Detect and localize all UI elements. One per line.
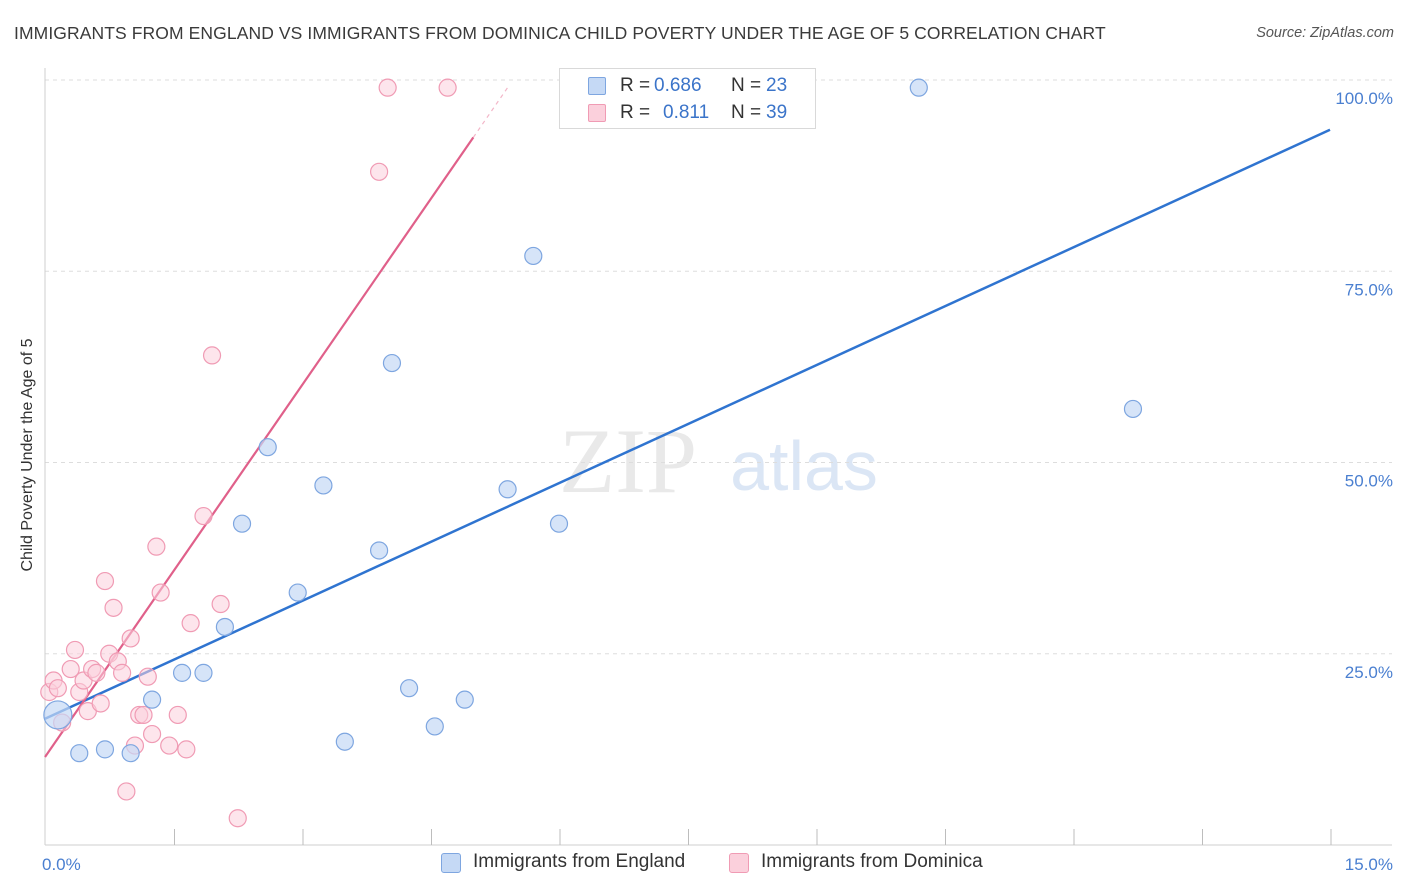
- data-points: [40, 78, 1143, 828]
- legend-dominica-label: Immigrants from Dominica: [761, 851, 983, 872]
- legend-england-swatch: [441, 853, 461, 873]
- england-point: [95, 740, 115, 759]
- stats-legend: R = 0.686 N = 23 R = 0.811 N = 39: [559, 68, 816, 129]
- dominica-r-label: R =: [620, 102, 651, 123]
- dominica-point: [104, 598, 123, 617]
- axes: [44, 68, 1392, 846]
- y-tick-label: 25.0%: [1345, 663, 1393, 682]
- watermark-atlas: atlas: [730, 427, 878, 505]
- england-point: [498, 480, 517, 499]
- england-point: [909, 78, 928, 97]
- dominica-point: [61, 659, 80, 679]
- legend-england-label: Immigrants from England: [473, 851, 686, 872]
- england-point: [370, 541, 389, 560]
- dominica-point: [177, 740, 196, 759]
- dominica-swatch: [588, 104, 606, 122]
- tick-labels: 25.0% 50.0% 75.0% 100.0% 0.0% 15.0%: [42, 89, 1393, 874]
- source-credit: Source: ZipAtlas.com: [1256, 25, 1394, 41]
- england-point: [258, 438, 277, 457]
- england-point: [524, 246, 543, 266]
- england-r-value: 0.686: [654, 75, 702, 96]
- england-point: [335, 732, 354, 751]
- dominica-point: [65, 640, 85, 660]
- england-point: [455, 690, 474, 709]
- england-point: [314, 476, 333, 495]
- dominica-point: [95, 571, 115, 591]
- england-n-value: 23: [766, 75, 788, 96]
- dominica-point: [134, 705, 153, 725]
- england-point: [425, 717, 444, 736]
- dominica-n-label: N =: [731, 102, 762, 123]
- dominica-point: [112, 663, 132, 682]
- england-point: [194, 663, 213, 682]
- england-n-label: N =: [731, 75, 762, 96]
- dominica-point: [121, 629, 140, 648]
- dominica-point: [438, 78, 457, 97]
- england-point: [142, 690, 162, 709]
- dominica-point: [91, 694, 110, 713]
- dominica-r-value: 0.811: [663, 102, 710, 123]
- dominica-n-value: 39: [766, 102, 788, 123]
- legend-dominica-swatch: [729, 853, 749, 873]
- england-point: [382, 353, 402, 373]
- england-r-label: R =: [620, 75, 651, 96]
- dominica-point: [87, 663, 106, 682]
- chart-title: IMMIGRANTS FROM ENGLAND VS IMMIGRANTS FR…: [14, 23, 1106, 43]
- england-point: [288, 583, 307, 602]
- y-tick-label: 75.0%: [1345, 280, 1393, 299]
- england-point: [172, 663, 192, 682]
- england-point: [70, 744, 89, 763]
- england-point: [399, 679, 419, 698]
- watermark: ZIP atlas: [559, 410, 878, 512]
- dominica-point: [160, 736, 179, 755]
- dominica-point: [151, 583, 170, 602]
- x-tick-label: 0.0%: [42, 855, 81, 874]
- y-tick-label: 50.0%: [1345, 472, 1393, 491]
- gridlines: [45, 79, 1392, 655]
- dominica-point: [202, 346, 222, 365]
- england-point: [215, 617, 234, 637]
- dominica-point: [228, 809, 247, 828]
- england-swatch: [588, 77, 606, 95]
- dominica-point: [194, 506, 213, 526]
- dominica-point: [142, 724, 162, 744]
- y-tick-label: 100.0%: [1335, 89, 1393, 108]
- england-trend-line: [44, 128, 1331, 720]
- england-point: [232, 514, 252, 533]
- dominica-point: [138, 667, 157, 686]
- watermark-zip: ZIP: [559, 410, 697, 512]
- england-point: [1123, 399, 1143, 419]
- dominica-point: [168, 705, 187, 725]
- england-point: [43, 700, 73, 730]
- england-point: [121, 744, 140, 763]
- england-point: [549, 514, 569, 533]
- dominica-point: [48, 679, 67, 698]
- dominica-trend-extension: [472, 87, 509, 138]
- series-legend: Immigrants from England Immigrants from …: [0, 851, 1406, 877]
- dominica-point: [181, 614, 200, 633]
- dominica-point: [147, 537, 166, 556]
- dominica-point: [378, 78, 397, 97]
- dominica-point: [370, 162, 389, 181]
- dominica-point: [211, 594, 230, 614]
- dominica-point: [117, 782, 136, 801]
- x-tick-label: 15.0%: [1345, 855, 1393, 874]
